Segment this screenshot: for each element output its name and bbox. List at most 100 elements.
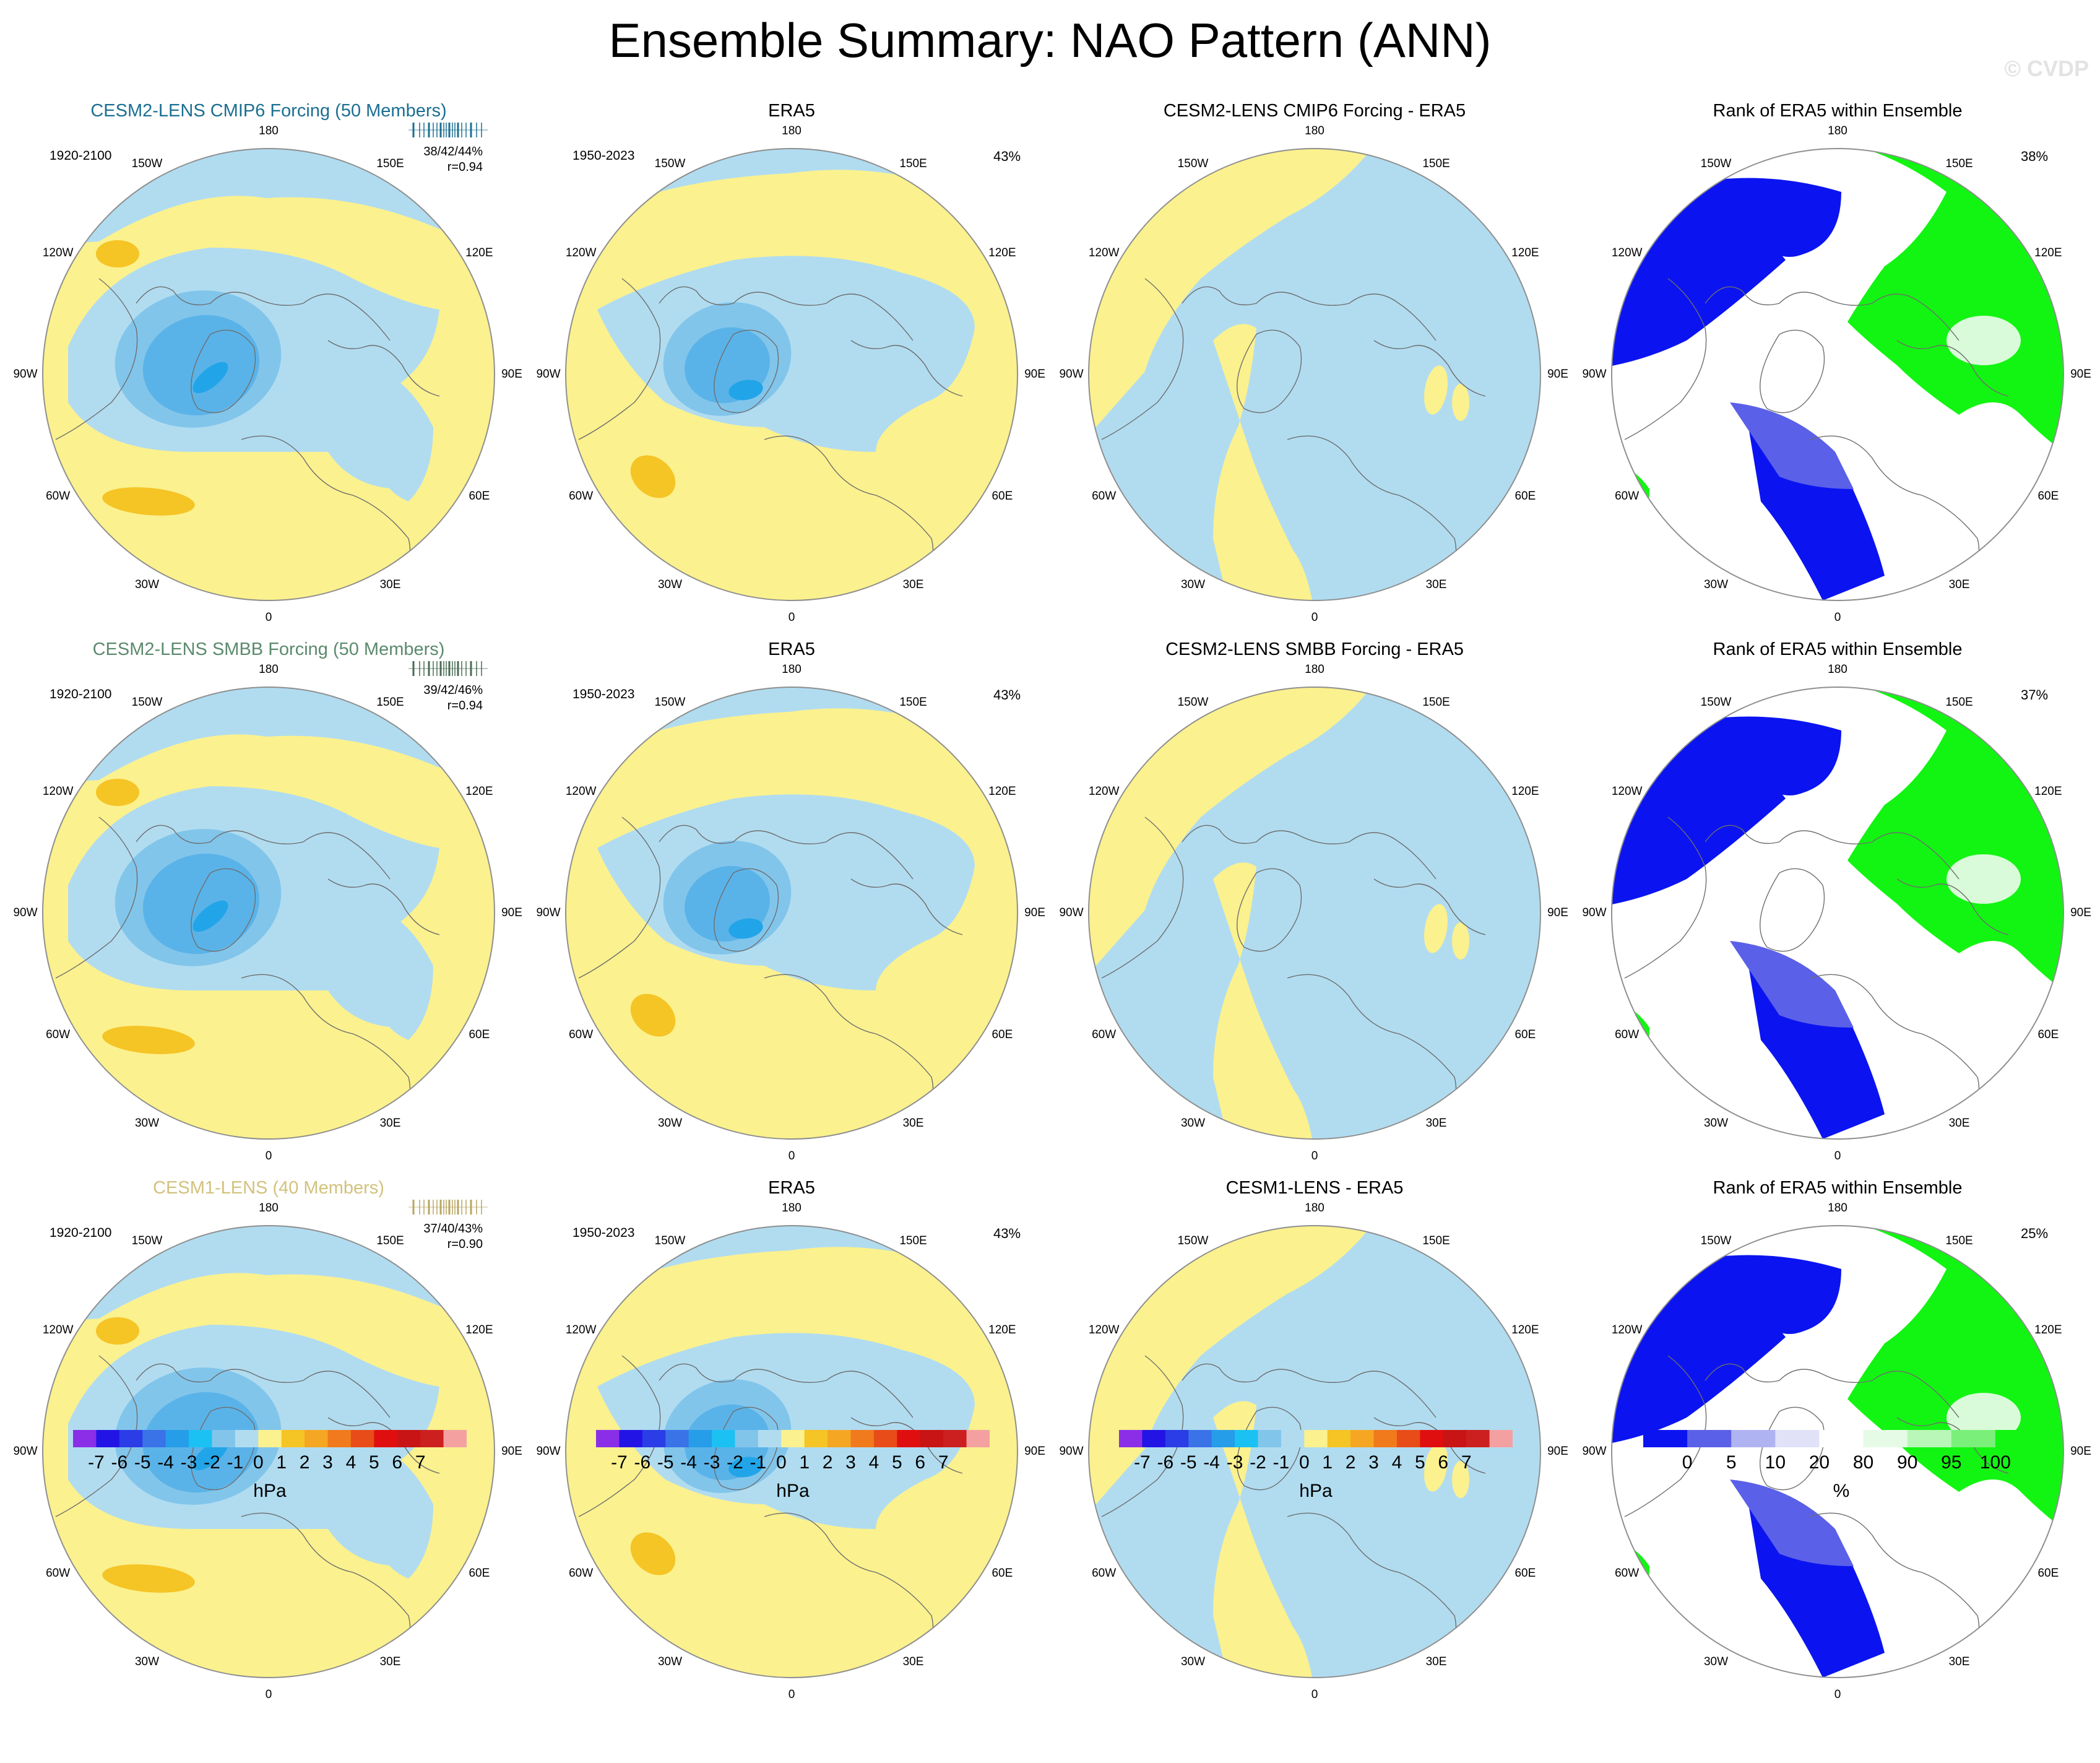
longitude-label: 150E — [1945, 157, 1973, 170]
colorbar-swatch — [443, 1430, 467, 1447]
longitude-label: 120E — [465, 784, 493, 798]
colorbar-swatch — [758, 1430, 782, 1447]
longitude-label: 0 — [788, 1688, 795, 1701]
colorbar-swatch — [258, 1430, 282, 1447]
variance-percent: 37% — [2021, 687, 2049, 703]
longitude-label: 90W — [1059, 368, 1084, 381]
panel-title: Rank of ERA5 within Ensemble — [1713, 639, 1963, 659]
longitude-label: 180 — [782, 663, 802, 676]
colorbar-swatch — [327, 1430, 352, 1447]
colorbar-swatch — [688, 1430, 712, 1447]
longitude-label: 120E — [2034, 784, 2062, 798]
panel-title: CESM2-LENS CMIP6 Forcing (50 Members) — [90, 101, 447, 121]
colorbar-swatch — [642, 1430, 666, 1447]
longitude-label: 90E — [1547, 368, 1568, 381]
colorbar-tick-label: -4 — [1203, 1452, 1220, 1473]
colorbar-swatch — [1907, 1430, 1952, 1447]
polar-map — [42, 1225, 495, 1678]
longitude-label: 60W — [569, 1566, 594, 1580]
colorbar-swatches — [596, 1430, 990, 1447]
longitude-label: 90W — [1059, 906, 1084, 919]
colorbar-swatch — [1119, 1430, 1143, 1447]
colorbar-tick-label: -3 — [1226, 1452, 1243, 1473]
longitude-label: 30W — [1703, 1655, 1729, 1669]
longitude-label: 30W — [134, 1117, 160, 1130]
colorbar-swatch — [1863, 1430, 1908, 1447]
colorbar-tick-label: 1 — [1322, 1452, 1333, 1473]
colorbar-tick-label: 5 — [369, 1452, 379, 1473]
diff-panel-row2: CESM2-LENS SMBB Forcing - ERA5 180 150W 150… — [1052, 635, 1577, 1173]
ens-panel-row1: CESM2-LENS CMIP6 Forcing (50 Members) 180… — [6, 96, 531, 635]
longitude-label: 120W — [42, 784, 74, 798]
longitude-label: 90W — [536, 368, 561, 381]
colorbar-swatch — [1350, 1430, 1375, 1447]
longitude-label: 120W — [1611, 246, 1643, 259]
colorbar-tick-label: -7 — [1134, 1452, 1151, 1473]
longitude-label: 90E — [501, 1445, 522, 1458]
colorbar-tick-label: 80 — [1852, 1452, 1874, 1473]
colorbar-tick-label: -2 — [1250, 1452, 1266, 1473]
member-spread-ticks — [408, 1200, 488, 1215]
colorbar-swatch — [1775, 1430, 1820, 1447]
longitude-label: 90W — [1059, 1445, 1084, 1458]
colorbar-tick-label: 0 — [1298, 1452, 1310, 1473]
longitude-label: 60E — [469, 1566, 490, 1580]
panel-title: CESM2-LENS SMBB Forcing - ERA5 — [1165, 639, 1464, 659]
polar-map — [42, 148, 495, 601]
longitude-label: 150E — [1422, 1234, 1450, 1247]
colorbar-tick-label: 3 — [845, 1452, 856, 1473]
longitude-label: 30E — [1425, 578, 1447, 592]
longitude-label: 180 — [1828, 124, 1847, 137]
colorbar-tick-label: -3 — [703, 1452, 720, 1473]
colorbar-tick-label: -6 — [111, 1452, 128, 1473]
colorbar-tick-label: -6 — [634, 1452, 651, 1473]
colorbar-swatch — [1304, 1430, 1328, 1447]
colorbar-tick-label: 5 — [1415, 1452, 1425, 1473]
colorbar-swatch — [850, 1430, 875, 1447]
colorbar-tick-label: 4 — [345, 1452, 356, 1473]
period-label: 1950-2023 — [573, 1226, 635, 1240]
colorbar-tick-label: -1 — [750, 1452, 767, 1473]
longitude-label: 30W — [657, 578, 683, 592]
colorbar-swatch — [73, 1430, 97, 1447]
rank-panel-row3: Rank of ERA5 within Ensemble 180 150W 150E 1… — [1575, 1173, 2100, 1712]
colorbar-swatch — [1258, 1430, 1282, 1447]
longitude-label: 30W — [1180, 1117, 1206, 1130]
colorbar-tick-label: 2 — [822, 1452, 833, 1473]
longitude-label: 120W — [42, 1323, 74, 1336]
colorbar-tick-label: 3 — [322, 1452, 333, 1473]
longitude-label: 60W — [46, 489, 71, 503]
colorbar-swatch — [1373, 1430, 1398, 1447]
colorbar-tick-label: 0 — [776, 1452, 787, 1473]
period-label: 1920-2100 — [50, 1226, 112, 1240]
hpa-colorbar-1: -7 -6 -5 -4 -3 -2 -1 0 1 2 3 4 5 6 7 hPa — [73, 1430, 467, 1517]
polar-map — [42, 687, 495, 1140]
colorbar-swatch — [397, 1430, 421, 1447]
colorbar-swatch — [781, 1430, 805, 1447]
colorbar-swatch — [596, 1430, 620, 1447]
longitude-label: 150E — [899, 157, 927, 170]
colorbar-unit: hPa — [776, 1481, 810, 1501]
colorbar-swatch — [281, 1430, 305, 1447]
polar-map — [565, 687, 1018, 1140]
colorbar-tick-label: 1 — [276, 1452, 287, 1473]
panel-title: ERA5 — [768, 101, 815, 121]
longitude-label: 30W — [134, 1655, 160, 1669]
longitude-label: 150W — [1700, 157, 1732, 170]
colorbar-swatches — [1643, 1430, 2040, 1447]
colorbar-tick-label: 95 — [1941, 1452, 1962, 1473]
member-spread-ticks — [408, 661, 488, 676]
member-spread-ticks — [408, 123, 488, 137]
colorbar-tick-label: 6 — [1438, 1452, 1449, 1473]
longitude-label: 60W — [46, 1566, 71, 1580]
colorbar-swatch — [1643, 1430, 1688, 1447]
colorbar-unit: hPa — [1299, 1481, 1333, 1501]
longitude-label: 90E — [1547, 906, 1568, 919]
colorbar-tick-label: -3 — [180, 1452, 197, 1473]
longitude-label: 150W — [654, 1234, 686, 1247]
colorbar-tick-label: 6 — [915, 1452, 926, 1473]
longitude-label: 120E — [465, 1323, 493, 1336]
longitude-label: 90W — [1582, 1445, 1607, 1458]
longitude-label: 60E — [1515, 1566, 1536, 1580]
longitude-label: 180 — [1305, 663, 1324, 676]
